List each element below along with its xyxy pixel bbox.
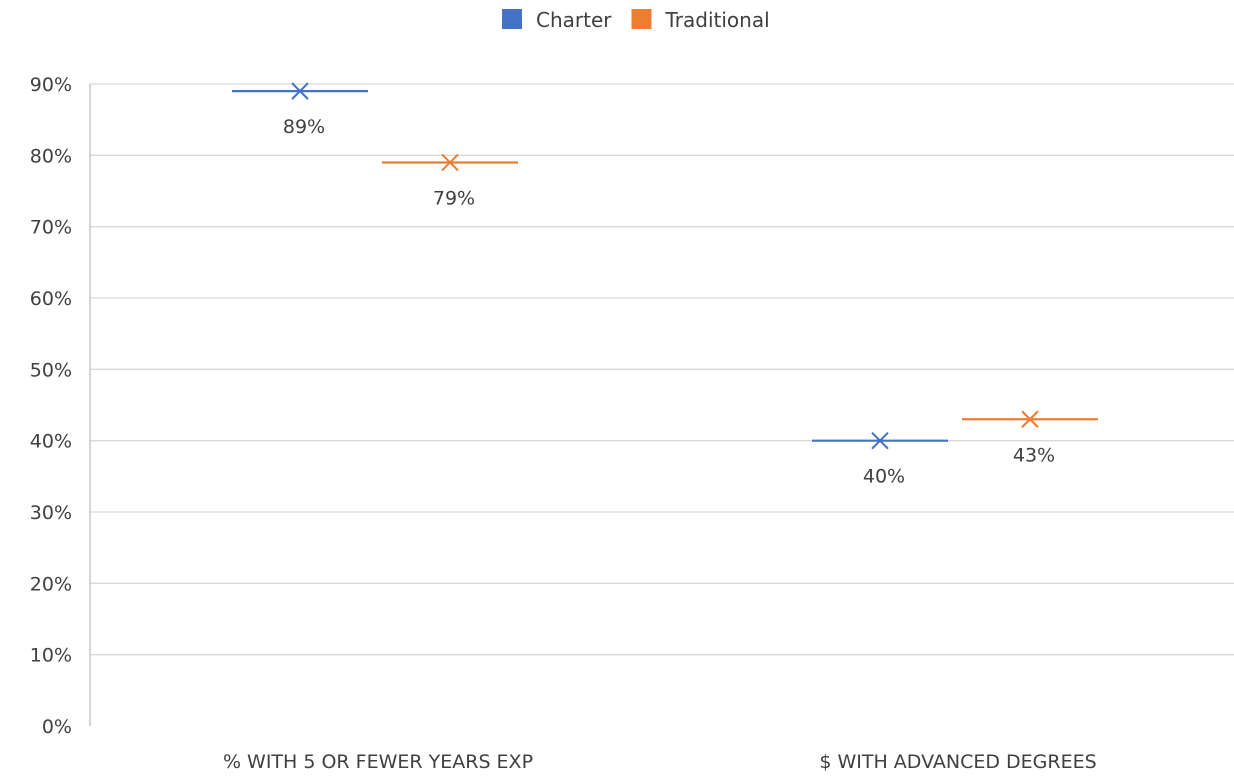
axes: 0% 10% 20% 30% 40% 50% 60% 70% 80% 90% % WITH 5 OR… [30, 74, 1097, 773]
y-tick-label: 0% [42, 716, 72, 738]
legend-swatch [502, 9, 522, 29]
y-tick-label: 30% [30, 502, 72, 524]
x-marker-stroke [871, 431, 889, 450]
y-tick-label: 70% [30, 217, 72, 239]
y-tick-label: 40% [30, 431, 72, 453]
x-marker-stroke [441, 153, 459, 172]
x-tick-label: % WITH 5 OR FEWER YEARS EXP [223, 751, 533, 773]
y-tick-label: 10% [30, 645, 72, 667]
y-tick-label: 50% [30, 359, 72, 381]
data-point-traditional [382, 153, 518, 172]
legend-swatch [631, 9, 652, 29]
y-tick-label: 60% [30, 288, 72, 310]
y-tick-label: 80% [30, 145, 72, 167]
data-marks [232, 82, 1098, 450]
data-label: 40% [863, 466, 905, 488]
legend-label: Charter [536, 8, 612, 32]
gridlines [90, 83, 1234, 656]
x-tick-label: $ WITH ADVANCED DEGREES [819, 751, 1096, 773]
x-marker-stroke [291, 82, 309, 100]
legend-label: Traditional [665, 8, 770, 32]
y-tick-label: 90% [30, 74, 72, 96]
data-label: 89% [283, 116, 325, 138]
data-label: 43% [1013, 444, 1055, 466]
data-point-charter [812, 431, 948, 450]
data-point-traditional [962, 410, 1098, 428]
x-marker-stroke [1021, 410, 1039, 428]
data-labels: 89% 40% 79% 43% [283, 116, 1055, 488]
legend-item-traditional: Traditional [631, 8, 770, 32]
legend: Charter Traditional [502, 8, 770, 32]
data-point-charter [232, 82, 368, 100]
y-tick-label: 20% [30, 573, 72, 595]
data-label: 79% [433, 187, 475, 209]
legend-item-charter: Charter [502, 8, 612, 32]
